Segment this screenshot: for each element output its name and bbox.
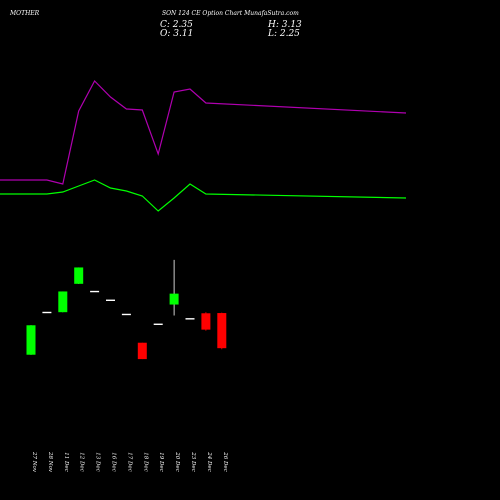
chart-title-left: MOTHER xyxy=(10,10,40,17)
x-tick-label: 27 Nov xyxy=(31,451,37,473)
candle-body xyxy=(217,313,227,349)
upper-indicator-line xyxy=(0,179,407,212)
candle xyxy=(106,299,115,301)
x-tick-label: 16 Dec xyxy=(111,452,117,472)
x-tick-label: 17 Dec xyxy=(126,452,132,472)
candle xyxy=(42,311,52,314)
candle xyxy=(153,323,163,325)
candle-body xyxy=(201,313,211,330)
candle xyxy=(121,313,131,316)
candle xyxy=(58,291,68,313)
candle-body xyxy=(153,323,163,325)
candles xyxy=(26,259,227,360)
candle-body xyxy=(26,325,36,355)
candle-body xyxy=(121,313,131,316)
lower-indicator-line xyxy=(0,79,407,185)
candle xyxy=(169,259,179,316)
x-tick-label: 28 Nov xyxy=(47,451,53,473)
x-tick-label: 11 Dec xyxy=(63,452,69,472)
x-tick-label: 20 Dec xyxy=(174,451,180,472)
chart-title-right: SON 124 CE Option Chart MunafaSutra.com xyxy=(162,10,299,17)
x-tick-label: 24 Dec xyxy=(206,451,212,472)
x-tick-label: 13 Dec xyxy=(95,452,101,472)
candle xyxy=(185,318,195,320)
candle-body xyxy=(169,293,179,305)
candle xyxy=(201,312,211,331)
candle xyxy=(74,267,84,284)
x-tick-label: 26 Dec xyxy=(222,451,228,472)
open-value: O: 3.11 xyxy=(160,29,194,39)
candle xyxy=(90,290,100,293)
x-axis-labels: 27 Nov 28 Nov 11 Dec 12 Dec 13 Dec 16 Dec 17 D… xyxy=(31,451,228,473)
x-tick-label: 23 Dec xyxy=(190,451,196,472)
candle-body xyxy=(90,290,100,293)
candle-body xyxy=(58,291,68,313)
close-value: C: 2.35 xyxy=(160,20,193,30)
low-value: L: 2.25 xyxy=(268,29,300,39)
candle xyxy=(217,312,227,350)
candle xyxy=(26,325,36,355)
x-tick-label: 12 Dec xyxy=(79,452,85,472)
candle xyxy=(137,342,147,360)
candle-body xyxy=(42,311,52,314)
candle-body xyxy=(106,299,115,301)
indicator-lines xyxy=(0,79,407,212)
x-tick-label: 19 Dec xyxy=(158,452,164,472)
candle-body xyxy=(137,342,147,360)
candle-body xyxy=(74,267,84,284)
candle-body xyxy=(185,318,195,320)
x-tick-label: 18 Dec xyxy=(142,452,148,472)
high-value: H: 3.13 xyxy=(268,20,302,30)
